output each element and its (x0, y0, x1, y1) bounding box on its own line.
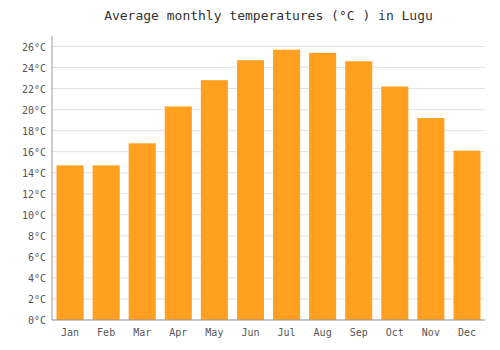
y-tick-label: 6°C (28, 252, 46, 263)
y-tick-label: 18°C (22, 126, 46, 137)
title: Average monthly temperatures (°C ) in Lu… (104, 8, 433, 23)
y-tick-label: 10°C (22, 210, 46, 221)
bar (381, 86, 408, 320)
x-tick-label: Jul (278, 327, 296, 338)
bar (417, 118, 444, 320)
grid-line (52, 109, 485, 110)
grid-line (52, 320, 485, 321)
x-tick-label: Sep (350, 327, 368, 338)
bars (57, 50, 481, 320)
bar (57, 165, 84, 320)
x-tick-label: Aug (314, 327, 332, 338)
y-tick-label: 12°C (22, 189, 46, 200)
y-axis: 0°C 2°C 4°C 6°C 8°C 10°C 12°C 14°C 16°C 18°C 20°C 2… (22, 42, 485, 326)
y-tick-label: 16°C (22, 147, 46, 158)
y-axis-line (52, 36, 53, 320)
grid-line (52, 88, 485, 89)
x-tick-label: Feb (97, 327, 115, 338)
y-tick-label: 8°C (28, 231, 46, 242)
bar (93, 165, 120, 320)
grid-line (52, 46, 485, 47)
x-tick-label: Nov (422, 327, 440, 338)
x-tick-label: Apr (169, 327, 187, 338)
y-tick-label: 20°C (22, 105, 46, 116)
bar (453, 151, 480, 320)
x-tick-label: Mar (133, 327, 151, 338)
bar (309, 53, 336, 320)
bar (273, 50, 300, 320)
x-axis-line (52, 320, 485, 321)
bar (165, 106, 192, 320)
x-tick-label: Jan (61, 327, 79, 338)
bar (129, 143, 156, 320)
x-tick-label: Dec (458, 327, 476, 338)
grid-line (52, 67, 485, 68)
chart: Average monthly temperatures (°C ) in Lu… (0, 0, 500, 350)
y-tick-label: 0°C (28, 315, 46, 326)
bar (201, 80, 228, 320)
x-tick-label: May (205, 327, 223, 338)
y-tick-label: 2°C (28, 294, 46, 305)
y-tick-label: 26°C (22, 42, 46, 53)
y-tick-label: 22°C (22, 84, 46, 95)
y-tick-label: 4°C (28, 273, 46, 284)
bar (237, 60, 264, 320)
y-tick-label: 24°C (22, 63, 46, 74)
x-axis: Jan Feb Mar Apr May Jun Jul Aug Sep Oct Nov Dec (61, 327, 476, 338)
bar (345, 61, 372, 320)
y-tick-label: 14°C (22, 168, 46, 179)
x-tick-label: Jun (241, 327, 259, 338)
x-tick-label: Oct (386, 327, 404, 338)
